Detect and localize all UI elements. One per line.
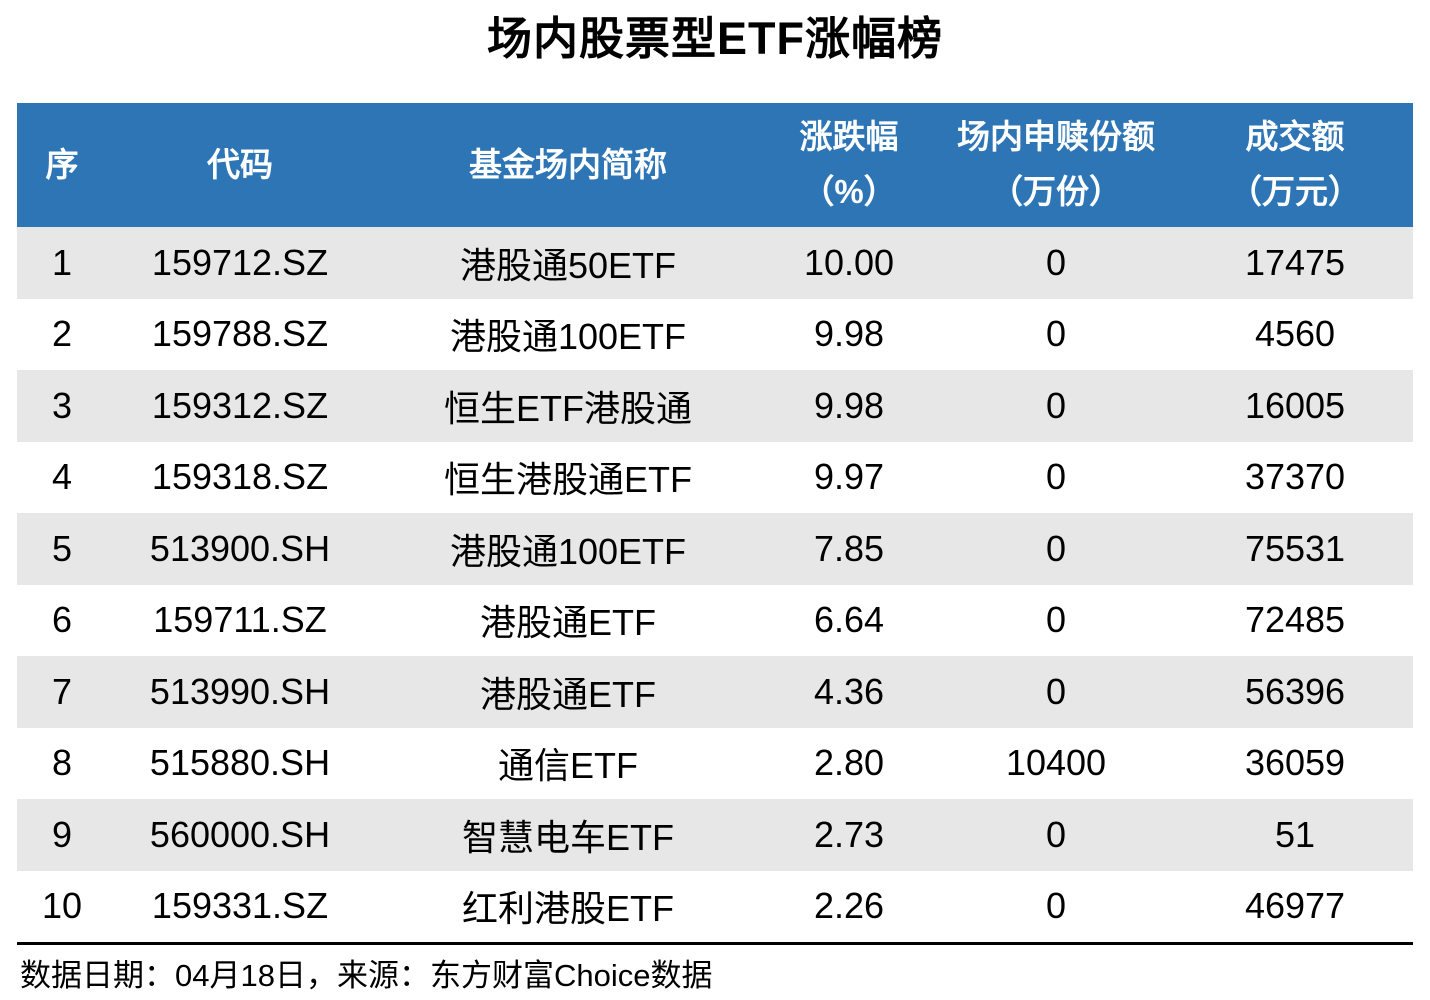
cell-name: 通信ETF — [498, 745, 638, 787]
column-header-name: 基金场内简称 — [373, 103, 763, 227]
cell-code: 560000.SH — [149, 813, 331, 855]
cell-code: 515880.SH — [149, 742, 331, 784]
cell-rank: 5 — [51, 527, 73, 569]
cell-rank: 9 — [51, 813, 73, 855]
table-row: 7 513990.SH 港股通ETF 4.36 0 56396 — [17, 656, 1413, 728]
cell-code: 159788.SZ — [151, 313, 329, 355]
column-header-code: 代码 — [107, 103, 373, 227]
cell-turnover: 37370 — [1244, 456, 1346, 498]
cell-turnover: 75531 — [1244, 527, 1346, 569]
cell-name: 港股通100ETF — [449, 530, 687, 572]
cell-change: 2.80 — [813, 742, 885, 784]
cell-name: 港股通ETF — [480, 602, 656, 644]
table-row: 9 560000.SH 智慧电车ETF 2.73 0 51 — [17, 799, 1413, 871]
cell-code: 159331.SZ — [151, 885, 329, 927]
column-header-unit: （万元） — [1229, 173, 1361, 210]
cell-rank: 4 — [51, 456, 73, 498]
cell-rank: 3 — [51, 384, 73, 426]
cell-shares: 0 — [1045, 456, 1067, 498]
column-header-label: 涨跌幅 — [799, 118, 899, 156]
column-header-label: 代码 — [207, 145, 273, 183]
cell-name: 港股通ETF — [480, 673, 656, 715]
cell-shares: 0 — [1045, 384, 1067, 426]
cell-name: 港股通50ETF — [459, 244, 677, 286]
cell-shares: 0 — [1045, 599, 1067, 641]
cell-shares: 0 — [1045, 241, 1067, 283]
table-header-row: 序 代码 基金场内简称 涨跌幅 （%） 场内申赎份额 （万份） 成交额 （万元） — [17, 103, 1413, 227]
footer-divider — [17, 942, 1413, 945]
cell-turnover: 72485 — [1244, 599, 1346, 641]
column-header-label: 成交额 — [1245, 118, 1345, 156]
source-note: 数据日期：04月18日，来源：东方财富Choice数据 — [20, 958, 713, 993]
column-header-change: 涨跌幅 （%） — [763, 103, 935, 227]
cell-shares: 0 — [1045, 527, 1067, 569]
table-row: 8 515880.SH 通信ETF 2.80 10400 36059 — [17, 727, 1413, 799]
column-header-turnover: 成交额 （万元） — [1177, 103, 1413, 227]
cell-name: 红利港股ETF — [462, 888, 674, 930]
column-header-rank: 序 — [17, 103, 107, 227]
cell-change: 9.97 — [813, 456, 885, 498]
cell-change: 2.73 — [813, 813, 885, 855]
table-row: 5 513900.SH 港股通100ETF 7.85 0 75531 — [17, 513, 1413, 585]
cell-code: 159712.SZ — [151, 241, 329, 283]
cell-change: 7.85 — [813, 527, 885, 569]
page-title: 场内股票型ETF涨幅榜 — [487, 13, 943, 64]
column-header-unit: （%） — [801, 173, 897, 210]
cell-code: 159318.SZ — [151, 456, 329, 498]
cell-name: 恒生港股通ETF — [444, 459, 692, 501]
cell-name: 智慧电车ETF — [462, 816, 674, 858]
cell-turnover: 16005 — [1244, 384, 1346, 426]
cell-change: 9.98 — [813, 384, 885, 426]
cell-turnover: 36059 — [1244, 742, 1346, 784]
cell-name: 港股通100ETF — [449, 316, 687, 358]
cell-rank: 10 — [41, 885, 83, 927]
cell-turnover: 56396 — [1244, 670, 1346, 712]
cell-change: 9.98 — [813, 313, 885, 355]
cell-turnover: 51 — [1274, 813, 1316, 855]
cell-shares: 0 — [1045, 670, 1067, 712]
etf-gainers-table: 序 代码 基金场内简称 涨跌幅 （%） 场内申赎份额 （万份） 成交额 （万元） 1 159712… — [17, 103, 1413, 942]
cell-name: 恒生ETF港股通 — [444, 387, 692, 429]
cell-code: 513990.SH — [149, 670, 331, 712]
cell-change: 2.26 — [813, 885, 885, 927]
cell-change: 10.00 — [803, 241, 895, 283]
cell-rank: 7 — [51, 670, 73, 712]
cell-turnover: 46977 — [1244, 885, 1346, 927]
cell-shares: 0 — [1045, 813, 1067, 855]
cell-change: 4.36 — [813, 670, 885, 712]
table-row: 4 159318.SZ 恒生港股通ETF 9.97 0 37370 — [17, 441, 1413, 513]
cell-code: 159711.SZ — [153, 599, 327, 641]
cell-shares: 0 — [1045, 885, 1067, 927]
cell-shares: 0 — [1045, 313, 1067, 355]
cell-rank: 6 — [51, 599, 73, 641]
column-header-label: 基金场内简称 — [469, 145, 667, 183]
cell-turnover: 17475 — [1244, 241, 1346, 283]
column-header-label: 序 — [45, 145, 79, 183]
cell-rank: 2 — [51, 313, 73, 355]
cell-code: 513900.SH — [149, 527, 331, 569]
column-header-shares: 场内申赎份额 （万份） — [935, 103, 1177, 227]
cell-shares: 10400 — [1005, 742, 1107, 784]
table-body: 1 159712.SZ 港股通50ETF 10.00 0 17475 2 159788.SZ 港… — [17, 227, 1413, 942]
cell-turnover: 4560 — [1254, 313, 1336, 355]
cell-code: 159312.SZ — [151, 384, 329, 426]
table-row: 3 159312.SZ 恒生ETF港股通 9.98 0 16005 — [17, 370, 1413, 442]
table-row: 6 159711.SZ 港股通ETF 6.64 0 72485 — [17, 584, 1413, 656]
cell-change: 6.64 — [813, 599, 885, 641]
table-row: 1 159712.SZ 港股通50ETF 10.00 0 17475 — [17, 227, 1413, 299]
cell-rank: 8 — [51, 742, 73, 784]
column-header-unit: （万份） — [990, 173, 1122, 210]
table-row: 2 159788.SZ 港股通100ETF 9.98 0 4560 — [17, 298, 1413, 370]
column-header-label: 场内申赎份额 — [957, 118, 1155, 156]
cell-rank: 1 — [51, 241, 73, 283]
table-row: 10 159331.SZ 红利港股ETF 2.26 0 46977 — [17, 870, 1413, 942]
